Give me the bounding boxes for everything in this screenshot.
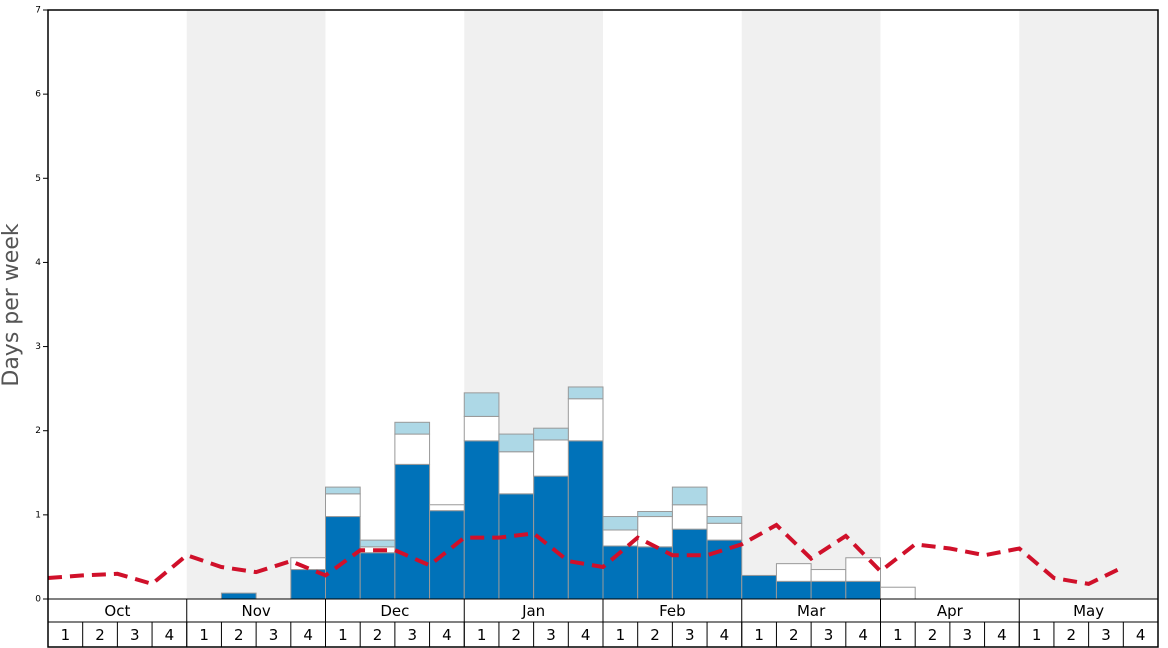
- bar-segment: [671, 528, 708, 600]
- bar-segment: [498, 493, 535, 600]
- month-label: Mar: [797, 602, 826, 620]
- x-tick-label: 1: [338, 626, 348, 644]
- x-tick-label: 2: [650, 626, 660, 644]
- month-label: Dec: [380, 602, 409, 620]
- x-tick-label: 2: [1067, 626, 1077, 644]
- bar-segment: [706, 522, 743, 541]
- bar-segment: [845, 557, 881, 582]
- x-tick-label: 2: [95, 626, 105, 644]
- x-tick-label: 1: [61, 626, 71, 644]
- x-tick-label: 2: [512, 626, 522, 644]
- bar-segment: [637, 546, 673, 600]
- bar-segment: [359, 552, 396, 600]
- bar-segment: [463, 392, 500, 417]
- bar-segment: [463, 415, 500, 442]
- bar-segment: [567, 386, 604, 400]
- bar-segment: [463, 440, 500, 600]
- x-tick-label: 1: [477, 626, 487, 644]
- x-tick-label: 3: [269, 626, 279, 644]
- x-tick-label: 4: [858, 626, 868, 644]
- y-tick-label: 4: [35, 258, 41, 268]
- y-tick-label: 2: [35, 426, 41, 436]
- bar-segment: [325, 493, 361, 518]
- x-tick-label: 3: [546, 626, 556, 644]
- x-tick-label: 3: [1101, 626, 1111, 644]
- bar-segment: [394, 463, 431, 600]
- x-tick-label: 1: [616, 626, 626, 644]
- x-tick-label: 2: [789, 626, 799, 644]
- bar-segment: [290, 557, 326, 571]
- month-label: Nov: [241, 602, 270, 620]
- bar-segment: [498, 451, 535, 495]
- bar-segment: [429, 504, 465, 512]
- bar-segment: [845, 580, 881, 600]
- y-tick-label: 1: [35, 510, 41, 520]
- y-tick-label: 7: [35, 6, 41, 16]
- x-tick-label: 1: [754, 626, 764, 644]
- bar-segment: [637, 510, 673, 518]
- bar-segment: [394, 421, 431, 435]
- y-tick-label: 5: [35, 174, 41, 184]
- bar-segment: [880, 586, 916, 600]
- x-tick-label: 2: [373, 626, 383, 644]
- month-label: Jan: [521, 602, 545, 620]
- x-tick-label: 1: [893, 626, 903, 644]
- bar-segment: [775, 563, 812, 582]
- bar-segment: [325, 486, 361, 495]
- y-tick-label: 6: [35, 90, 41, 100]
- bar-segment: [775, 580, 812, 600]
- bar-segment: [359, 539, 396, 548]
- x-tick-label: 4: [303, 626, 313, 644]
- bar-segment: [706, 539, 743, 600]
- x-tick-label: 4: [997, 626, 1007, 644]
- bar-segment: [810, 569, 847, 582]
- x-tick-label: 3: [407, 626, 417, 644]
- x-tick-label: 3: [685, 626, 695, 644]
- month-band: [741, 10, 881, 599]
- bar-segment: [671, 486, 708, 506]
- x-tick-label: 2: [928, 626, 938, 644]
- x-tick-label: 4: [581, 626, 591, 644]
- x-tick-label: 2: [234, 626, 244, 644]
- bar-segment: [741, 574, 777, 600]
- y-tick-label: 3: [35, 342, 41, 352]
- x-tick-label: 3: [962, 626, 972, 644]
- bar-segment: [637, 516, 673, 548]
- month-band: [186, 10, 326, 599]
- x-tick-label: 3: [130, 626, 140, 644]
- x-tick-label: 1: [1032, 626, 1042, 644]
- bar-segment: [533, 439, 569, 477]
- month-label: Feb: [659, 602, 686, 620]
- trend-line: [47, 522, 1125, 587]
- bar-segment: [325, 516, 361, 600]
- bar-segment: [498, 433, 535, 453]
- x-tick-label: 4: [720, 626, 730, 644]
- x-tick-label: 3: [824, 626, 834, 644]
- bar-segment: [220, 592, 257, 600]
- month-label: Oct: [104, 602, 130, 620]
- x-tick-label: 4: [442, 626, 452, 644]
- x-tick-label: 4: [165, 626, 175, 644]
- bar-segment: [706, 516, 743, 524]
- x-tick-label: 4: [1136, 626, 1146, 644]
- bar-segment: [429, 510, 465, 600]
- bar-segment: [810, 580, 847, 600]
- bar-segment: [602, 516, 639, 531]
- bar-segment: [533, 427, 569, 441]
- y-tick-label: 0: [35, 595, 41, 605]
- bar-segment: [567, 440, 604, 600]
- y-axis-label: Days per week: [0, 223, 24, 386]
- x-tick-label: 1: [199, 626, 209, 644]
- month-band: [1019, 10, 1158, 599]
- bar-segment: [567, 398, 604, 442]
- bar-segment: [394, 433, 431, 465]
- month-label: Apr: [937, 602, 964, 620]
- bar-segment: [671, 504, 708, 530]
- month-label: May: [1073, 602, 1104, 620]
